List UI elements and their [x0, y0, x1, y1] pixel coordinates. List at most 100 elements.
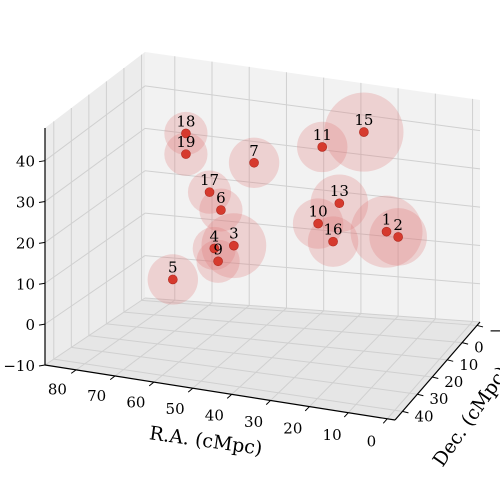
z-tick: [38, 241, 46, 244]
point-label: 19: [176, 133, 195, 151]
data-point: [229, 240, 239, 251]
x-tick: [265, 400, 271, 405]
data-point: [393, 232, 403, 242]
y-axis-line: [394, 321, 481, 421]
gridline: [231, 310, 325, 395]
y-tick-label: 40: [414, 407, 433, 425]
z-tick-label: 40: [16, 153, 35, 171]
gridline: [114, 302, 213, 377]
point-label: 17: [200, 171, 219, 189]
gridline: [53, 358, 403, 412]
gridline: [192, 307, 287, 389]
y-tick-label: −10: [489, 321, 500, 339]
point-label: 11: [313, 126, 332, 144]
x-tick: [70, 369, 77, 374]
x-tick-label: 30: [244, 413, 263, 431]
data-point: [317, 142, 328, 152]
y-tick: [432, 376, 439, 380]
gridline: [44, 127, 146, 202]
point-label: 5: [168, 258, 178, 276]
y-tick-label: 0: [474, 339, 484, 357]
y-tick: [447, 359, 454, 362]
y-tick: [476, 324, 484, 328]
data-point: [213, 256, 223, 267]
data-point: [313, 218, 323, 229]
gridline: [144, 170, 481, 208]
y-tick-label: 30: [429, 390, 448, 408]
point-label: 15: [354, 111, 373, 129]
x-tick-label: 40: [205, 406, 224, 424]
z-tick: [38, 201, 46, 204]
z-tick: [38, 282, 46, 285]
x-tick: [148, 381, 155, 387]
y-tick-label: 10: [459, 356, 478, 374]
x-tick: [226, 393, 233, 399]
point-label: 2: [393, 216, 403, 234]
gridline: [270, 313, 362, 401]
gridline: [75, 299, 176, 371]
gridline: [44, 170, 146, 243]
y-tick: [461, 342, 469, 345]
gridline: [309, 315, 399, 407]
x-tick-label: 50: [166, 400, 185, 418]
data-point: [381, 226, 392, 237]
gridline: [144, 127, 481, 170]
data-point: [204, 187, 215, 197]
gridline: [347, 318, 436, 414]
gridline: [123, 311, 463, 344]
y-tick: [417, 393, 424, 397]
gridline: [144, 255, 481, 285]
z-tick-label: 0: [25, 316, 35, 334]
z-tick-label: 10: [16, 275, 35, 293]
x-tick-label: 0: [367, 432, 377, 450]
point-label: 3: [229, 225, 239, 243]
z-tick-label: 30: [16, 194, 35, 212]
z-tick: [38, 160, 46, 163]
gridline: [144, 85, 481, 132]
point-label: 10: [309, 203, 328, 221]
gridline: [141, 299, 478, 326]
point-label: 1: [382, 211, 392, 229]
data-point: [181, 128, 191, 139]
x-axis-line: [44, 364, 396, 421]
x-tick-label: 20: [283, 419, 302, 437]
y-tick: [402, 410, 409, 414]
x-tick-label: 70: [87, 387, 106, 405]
gridline: [144, 297, 481, 323]
point-label: 13: [330, 182, 349, 200]
gridline: [44, 212, 146, 284]
gridline: [44, 297, 146, 366]
y-axis-label: Dec. (cMpc): [429, 362, 500, 470]
x-tick: [109, 375, 116, 381]
z-tick-label: 20: [16, 234, 35, 252]
gridline: [88, 335, 433, 378]
data-point: [334, 198, 345, 209]
z-tick: [38, 323, 46, 326]
x-tick: [343, 412, 349, 418]
x-tick-label: 10: [323, 426, 342, 444]
x-tick: [382, 418, 388, 424]
data-point: [216, 205, 226, 215]
point-label: 18: [176, 112, 195, 130]
point-label: 7: [249, 142, 259, 160]
z-tick: [38, 364, 46, 367]
data-point: [328, 236, 338, 247]
gridline: [144, 212, 481, 246]
side-pane: [45, 52, 145, 365]
x-tick: [304, 406, 310, 412]
y-tick-label: 20: [444, 373, 463, 391]
gridline: [71, 346, 418, 395]
z-tick-label: −10: [3, 357, 35, 375]
gridline: [106, 323, 448, 361]
point-label: 4: [210, 227, 220, 245]
x-tick-label: 80: [48, 380, 67, 398]
data-point: [249, 157, 259, 168]
x-tick: [187, 387, 194, 393]
data-point: [209, 243, 220, 254]
point-label: 6: [216, 189, 226, 207]
data-point: [168, 274, 178, 285]
gridline: [44, 85, 146, 162]
point-label: 9: [213, 240, 223, 258]
point-label: 16: [324, 221, 343, 239]
